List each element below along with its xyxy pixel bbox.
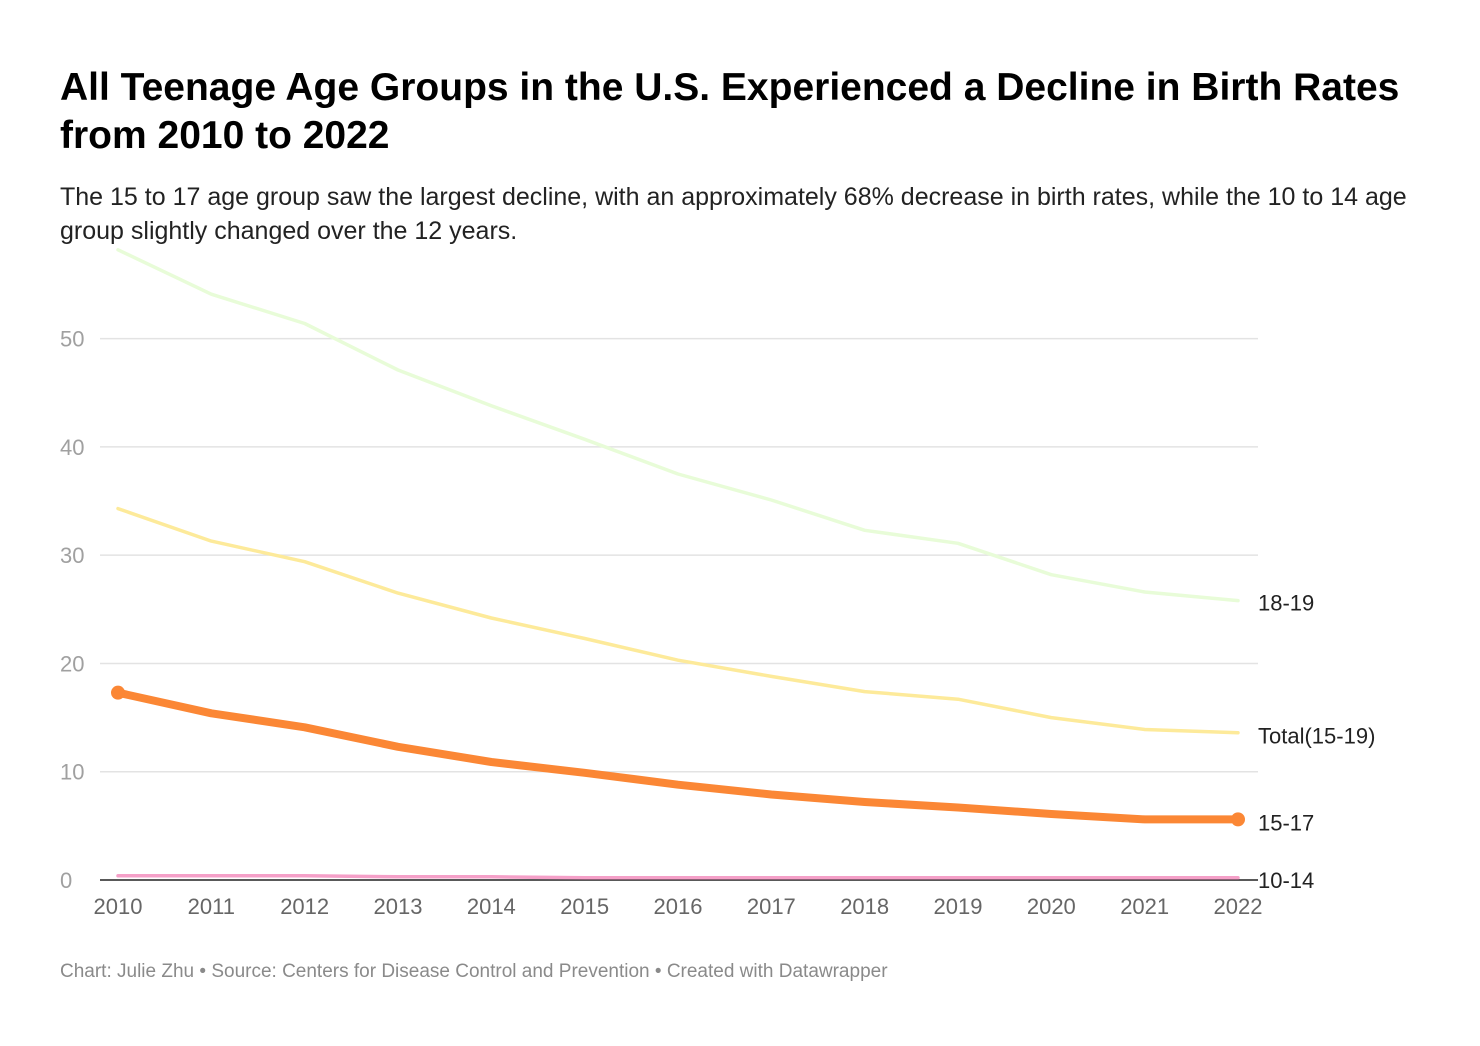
chart-title: All Teenage Age Groups in the U.S. Exper… bbox=[60, 66, 1400, 157]
x-tick-label-2016: 2016 bbox=[654, 894, 703, 919]
x-tick-label-2014: 2014 bbox=[467, 894, 516, 919]
series-label-18-19: 18-19 bbox=[1258, 591, 1314, 616]
x-tick-label-2022: 2022 bbox=[1214, 894, 1263, 919]
y-tick-label-40: 40 bbox=[60, 435, 84, 460]
data-point-15-17-2010 bbox=[111, 685, 125, 700]
gridlines bbox=[100, 337, 1258, 773]
y-tick-label-10: 10 bbox=[60, 760, 84, 785]
series-line-15-17 bbox=[114, 688, 1242, 824]
x-tick-label-2013: 2013 bbox=[374, 894, 423, 919]
x-tick-label-2015: 2015 bbox=[560, 894, 609, 919]
series-label-15-17: 15-17 bbox=[1258, 810, 1314, 835]
y-tick-label-20: 20 bbox=[60, 651, 84, 676]
data-point-15-17-2022 bbox=[1231, 812, 1245, 827]
y-tick-label-30: 30 bbox=[60, 543, 84, 568]
series-labels: 18-19 Total(15-19) 15-17 10-14 bbox=[1258, 591, 1375, 893]
x-tick-label-2011: 2011 bbox=[188, 894, 235, 919]
x-tick-label-2010: 2010 bbox=[94, 894, 143, 919]
x-tick-label-2018: 2018 bbox=[840, 894, 889, 919]
x-tick-label-2017: 2017 bbox=[747, 894, 796, 919]
x-tick-label-2021: 2021 bbox=[1120, 894, 1169, 919]
series-lines bbox=[111, 248, 1245, 880]
x-tick-label-2020: 2020 bbox=[1027, 894, 1076, 919]
series-line-18-19 bbox=[116, 248, 1240, 603]
series-line-total-15-19 bbox=[116, 506, 1240, 735]
series-label-total-15-19: Total(15-19) bbox=[1258, 724, 1375, 749]
chart-footer: Chart: Julie Zhu • Source: Centers for D… bbox=[60, 961, 888, 982]
chart-subtitle: The 15 to 17 age group saw the largest d… bbox=[60, 183, 1407, 245]
series-line-10-14 bbox=[116, 873, 1240, 880]
y-tick-label-50: 50 bbox=[60, 327, 84, 352]
y-tick-label-0: 0 bbox=[60, 868, 72, 893]
series-label-10-14: 10-14 bbox=[1258, 868, 1314, 893]
x-tick-label-2019: 2019 bbox=[934, 894, 983, 919]
x-axis: 2010 2011 2012 2013 2014 2015 2016 2017 2018 2019… bbox=[94, 879, 1263, 919]
y-axis: 0 10 20 30 40 50 bbox=[60, 327, 84, 893]
x-tick-label-2012: 2012 bbox=[280, 894, 329, 919]
